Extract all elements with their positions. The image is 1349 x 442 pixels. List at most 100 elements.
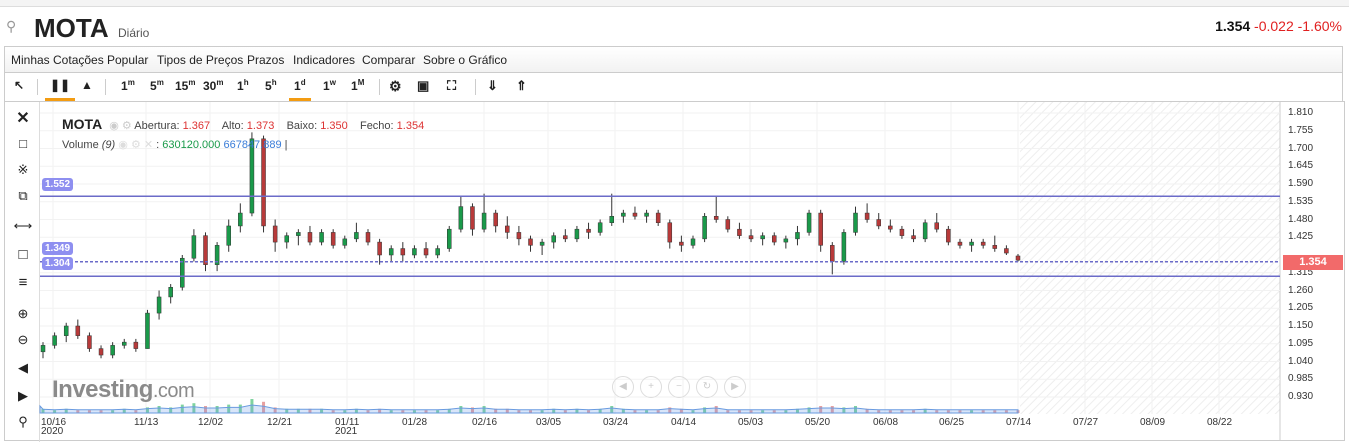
scroll-left-icon[interactable]: ◀ bbox=[18, 360, 28, 375]
volume-bar bbox=[946, 410, 950, 413]
scroll-left-button[interactable]: ◀ bbox=[612, 376, 634, 398]
volume-bar bbox=[192, 403, 196, 413]
area-chart-icon[interactable]: ▲ bbox=[81, 78, 93, 92]
x-tick-label: 10/16 2020 bbox=[41, 417, 67, 437]
hline-label[interactable]: 1.552 bbox=[42, 178, 74, 191]
candle-body bbox=[423, 248, 429, 256]
candle-body bbox=[772, 235, 777, 243]
interval-5m[interactable]: 5m bbox=[150, 78, 164, 93]
close-icon[interactable]: ✕ bbox=[16, 110, 30, 127]
scroll-right-icon[interactable]: ▶ bbox=[18, 388, 28, 403]
line-tool-icon[interactable]: ⟷ bbox=[13, 218, 33, 233]
menu-price-types[interactable]: Tipos de Preços bbox=[157, 53, 244, 67]
candle-body bbox=[911, 235, 916, 240]
candle-body bbox=[980, 241, 986, 246]
y-tick-label: 1.755 bbox=[1288, 124, 1314, 136]
zoom-out-icon[interactable]: ⊖ bbox=[17, 332, 29, 347]
interval-1w[interactable]: 1w bbox=[323, 78, 336, 93]
quote: 1.354 -0.022 -1.60% bbox=[1215, 18, 1342, 34]
zoom-in-icon[interactable]: ⊕ bbox=[17, 306, 29, 321]
menu-my-quotes[interactable]: Minhas Cotações bbox=[11, 53, 104, 67]
menu-about-chart[interactable]: Sobre o Gráfico bbox=[423, 53, 508, 67]
chart-toolbar: ↖ ❚❚ ▲ 1m 5m 15m 30m 1h 5h 1d 1w 1M ⚙ ▣ … bbox=[4, 73, 1343, 102]
remove-drawing-icon[interactable]: □ bbox=[19, 136, 27, 151]
clone-icon[interactable]: ⧉ bbox=[18, 188, 28, 203]
candle-body bbox=[505, 225, 510, 233]
fibonacci-tool-icon[interactable]: ≡ bbox=[18, 274, 28, 291]
candle-body bbox=[249, 138, 255, 214]
candle-body bbox=[180, 257, 185, 288]
remove-all-icon[interactable]: ※ bbox=[17, 162, 29, 177]
gear-icon[interactable]: ⚙ bbox=[121, 120, 132, 132]
candle-body bbox=[156, 296, 162, 314]
candle-body bbox=[563, 235, 568, 240]
interval-1d[interactable]: 1d bbox=[289, 78, 310, 101]
reset-zoom-icon[interactable]: ⚲ bbox=[18, 414, 28, 429]
close-icon[interactable]: ✕ bbox=[143, 139, 154, 151]
volume-bar bbox=[610, 406, 614, 413]
search-icon[interactable]: ⚲ bbox=[6, 18, 17, 34]
volume-bar bbox=[668, 407, 672, 413]
volume-bar bbox=[53, 410, 57, 413]
high-value: 1.373 bbox=[246, 120, 275, 132]
y-tick-label: 1.535 bbox=[1288, 195, 1314, 207]
candlestick-chart-icon[interactable]: ❚❚ bbox=[44, 78, 76, 101]
candle-body bbox=[168, 287, 173, 298]
camera-icon[interactable]: ▣ bbox=[417, 78, 430, 93]
x-tick-label: 08/09 bbox=[1140, 417, 1166, 428]
candle-body bbox=[992, 245, 998, 249]
fullscreen-icon[interactable]: ⛶ bbox=[447, 78, 457, 93]
menu-compare[interactable]: Comparar bbox=[362, 53, 416, 67]
interval-1m[interactable]: 1m bbox=[121, 78, 135, 93]
y-tick-label: 1.590 bbox=[1288, 178, 1314, 189]
volume-bar bbox=[749, 410, 753, 413]
scroll-end-button[interactable]: ▶ bbox=[724, 376, 746, 398]
candle-body bbox=[806, 212, 812, 233]
x-tick-label: 03/24 bbox=[603, 417, 629, 428]
interval-1h[interactable]: 1h bbox=[237, 78, 249, 93]
zoom-out-button[interactable]: − bbox=[668, 376, 690, 398]
candle-body bbox=[841, 232, 847, 262]
hline-label[interactable]: 1.349 bbox=[42, 242, 74, 255]
interval-30m[interactable]: 30m bbox=[203, 78, 223, 93]
volume-bar bbox=[354, 408, 358, 413]
eye-icon[interactable]: ◉ bbox=[109, 120, 119, 132]
candle-body bbox=[296, 232, 301, 236]
y-tick-label: 1.425 bbox=[1288, 231, 1314, 243]
upload-cloud-icon[interactable]: ⇑ bbox=[516, 78, 527, 93]
gear-icon[interactable]: ⚙ bbox=[130, 139, 141, 151]
menu-periods[interactable]: Prazos bbox=[247, 53, 285, 67]
period-label: Diário bbox=[118, 26, 150, 40]
price-legend: MOTA ◉ ⚙ Abertura: 1.367 Alto: 1.373 Bai… bbox=[62, 116, 424, 132]
candle-body bbox=[319, 232, 324, 243]
interval-15m[interactable]: 15m bbox=[175, 78, 195, 93]
interval-1M[interactable]: 1M bbox=[351, 78, 364, 93]
eye-icon[interactable]: ◉ bbox=[118, 139, 128, 151]
hline-label[interactable]: 1.304 bbox=[42, 257, 74, 270]
menu-popular[interactable]: Popular bbox=[107, 53, 149, 67]
volume-bar bbox=[134, 410, 138, 413]
candle-body bbox=[75, 325, 81, 336]
cursor-icon[interactable]: ↖ bbox=[14, 78, 25, 92]
rectangle-tool-icon[interactable]: □ bbox=[18, 246, 28, 263]
candle-body bbox=[748, 235, 754, 240]
candle-body bbox=[876, 219, 881, 227]
volume-bar bbox=[691, 410, 695, 413]
settings-gear-icon[interactable]: ⚙ bbox=[389, 78, 402, 94]
candle-body bbox=[946, 228, 951, 243]
zoom-in-button[interactable]: + bbox=[640, 376, 662, 398]
volume-bar bbox=[888, 410, 892, 413]
interval-5h[interactable]: 5h bbox=[265, 78, 277, 93]
reset-button[interactable]: ↻ bbox=[696, 376, 718, 398]
candle-body bbox=[783, 238, 789, 243]
volume-bar bbox=[343, 410, 347, 413]
download-cloud-icon[interactable]: ⇓ bbox=[487, 78, 498, 93]
volume-bar bbox=[587, 410, 591, 413]
volume-bar bbox=[459, 406, 463, 413]
volume-bar bbox=[204, 406, 207, 413]
menu-indicators[interactable]: Indicadores bbox=[293, 53, 356, 67]
candle-body bbox=[702, 216, 707, 240]
symbol-title: MOTA bbox=[34, 13, 109, 43]
interval-unit: M bbox=[357, 78, 365, 87]
